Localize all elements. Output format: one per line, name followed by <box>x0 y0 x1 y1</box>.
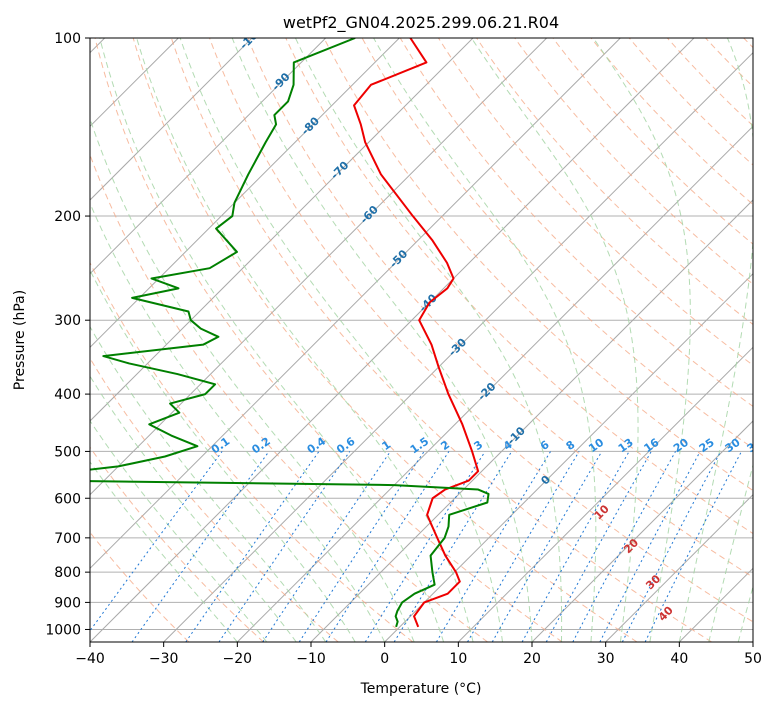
dry-adiabat-line <box>361 38 753 449</box>
chart-title: wetPf2_GN04.2025.299.06.21.R04 <box>283 13 559 33</box>
moist-adiabat-line <box>90 419 268 642</box>
isotherm-line <box>384 272 753 642</box>
moist-adiabat-line <box>592 38 691 642</box>
isotherm-line <box>90 38 400 349</box>
x-tick-label: −40 <box>75 651 105 667</box>
dry-adiabat-line <box>94 38 563 642</box>
isotherm-line <box>163 51 753 642</box>
x-tick-label: 50 <box>744 651 762 667</box>
y-tick-label: 400 <box>54 387 81 403</box>
mixing-ratio-line <box>491 451 603 642</box>
mixing-ratio-line <box>521 451 630 642</box>
isotherm-line <box>90 38 548 496</box>
moist-adiabat-line <box>136 38 474 642</box>
mixing-ratio-line <box>644 451 742 642</box>
mixing-ratio-line <box>545 451 652 642</box>
y-tick-label: 500 <box>54 444 81 460</box>
isotherm-line <box>90 38 327 275</box>
moist-adiabat-line <box>90 461 238 642</box>
y-tick-label: 900 <box>54 595 81 611</box>
y-tick-label: 200 <box>54 209 81 225</box>
isotherm-line <box>605 493 753 642</box>
isotherm-line <box>90 38 621 570</box>
x-tick-label: 20 <box>523 651 541 667</box>
dry-adiabat-line <box>476 38 753 326</box>
background-lines <box>90 38 753 642</box>
mixing-ratio-line <box>218 451 351 642</box>
moist-adiabat-line <box>295 38 563 642</box>
x-tick-label: −30 <box>149 651 179 667</box>
y-tick-label: 300 <box>54 313 81 329</box>
moist-adiabat-line <box>90 202 386 642</box>
x-tick-label: 10 <box>449 651 467 667</box>
y-tick-label: 800 <box>54 565 81 581</box>
dry-adiabat-line <box>132 38 638 642</box>
moist-adiabat-line <box>231 38 533 642</box>
mixing-ratio-label: 36 <box>745 436 765 456</box>
dry-adiabat-line <box>170 38 712 642</box>
mixing-ratio-line <box>393 451 513 642</box>
moist-adiabat-line <box>708 463 753 642</box>
mixing-ratio-line <box>185 451 320 642</box>
isotherm-line <box>90 38 695 642</box>
x-tick-label: 40 <box>670 651 688 667</box>
moist-adiabat-line <box>90 269 356 642</box>
x-axis-label: Temperature (°C) <box>360 681 482 697</box>
data-series <box>90 38 490 628</box>
mixing-ratio-line <box>435 451 552 642</box>
plot-frame <box>89 37 754 643</box>
dewpoint-line <box>90 38 490 628</box>
dry-adiabat-line <box>90 261 414 642</box>
isotherm-line <box>531 420 753 642</box>
dry-adiabat-line <box>628 38 753 166</box>
moist-adiabat-line <box>99 38 445 642</box>
moist-adiabat-line <box>373 38 597 642</box>
dry-adiabat-line <box>90 446 264 642</box>
dry-adiabat-line <box>590 38 753 206</box>
dry-adiabat-line <box>323 38 753 492</box>
moist-adiabat-line <box>678 38 753 642</box>
isotherm-line <box>236 125 753 642</box>
moist-adiabat-line <box>90 117 415 642</box>
dry-adiabat-line <box>247 38 753 578</box>
axis-ticks: −40 −30 −20 −10 0 10 20 30 40 50 100 200 300 400 500 60… <box>45 31 762 667</box>
x-tick-label: −20 <box>223 651 253 667</box>
temperature-line <box>353 38 480 628</box>
isotherm-line <box>457 346 753 642</box>
mixing-ratio-line <box>599 451 701 642</box>
moist-adiabat-line <box>179 38 504 642</box>
dry-adiabat-line <box>514 38 753 285</box>
x-tick-label: 30 <box>597 651 615 667</box>
moist-adiabat-line <box>90 375 297 642</box>
mixing-ratio-line <box>621 451 722 642</box>
mixing-ratio-line <box>572 451 676 642</box>
y-tick-label: 700 <box>54 531 81 547</box>
isotherm-line <box>90 38 253 201</box>
x-tick-label: −10 <box>296 651 326 667</box>
y-tick-label: 100 <box>54 31 81 47</box>
isotherm-line <box>90 38 474 422</box>
x-tick-label: 0 <box>380 651 389 667</box>
y-axis-label: Pressure (hPa) <box>12 290 28 390</box>
y-tick-label: 1000 <box>45 622 81 638</box>
moist-adiabat-line <box>471 38 639 642</box>
mixing-ratio-line <box>467 451 580 642</box>
mixing-ratio-line <box>262 451 391 642</box>
y-tick-label: 600 <box>54 491 81 507</box>
dry-adiabat-line <box>399 38 753 408</box>
